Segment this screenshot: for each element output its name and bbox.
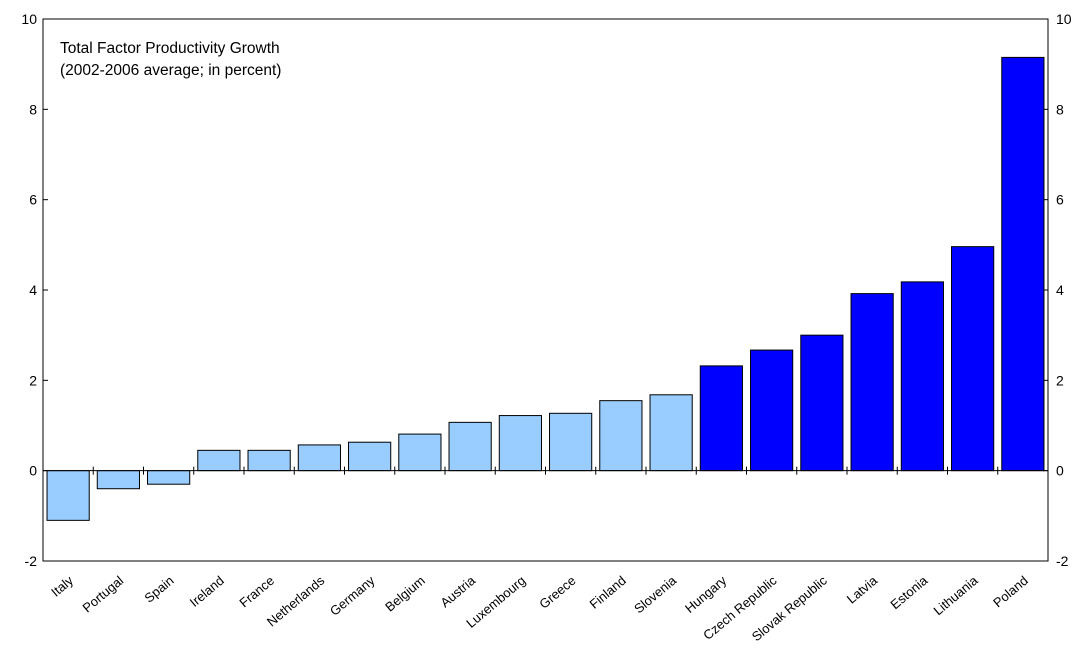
bar-portugal: [96, 470, 140, 490]
bar-lithuania: [951, 246, 995, 472]
x-category-label: Estonia: [887, 572, 930, 612]
y-tick-label-right: 4: [1056, 282, 1064, 298]
bar-ireland: [197, 449, 241, 472]
bar-france: [247, 449, 291, 472]
x-category-label: Ireland: [187, 573, 227, 610]
x-category-label: Germany: [327, 572, 378, 618]
x-category-label: Slovenia: [631, 572, 679, 616]
y-tick-label-right: -2: [1056, 553, 1069, 569]
y-tick-label-left: 8: [29, 101, 37, 117]
axis-ticks: -2 -2 0 0 2 2 4 4 6 6 8 8 10 10: [21, 11, 1071, 569]
bar-austria: [448, 421, 492, 472]
bar-netherlands: [297, 444, 341, 472]
x-category-label: Belgium: [382, 573, 428, 615]
plot-frame: [42, 18, 1049, 562]
y-tick-label-right: 2: [1056, 372, 1064, 388]
x-category-label: Poland: [990, 573, 1031, 611]
bar-spain: [147, 470, 191, 485]
bar-poland: [1001, 56, 1045, 472]
y-tick-label-left: 2: [29, 372, 37, 388]
x-category-label: Austria: [437, 572, 478, 610]
chart-subtitle: (2002-2006 average; in percent): [60, 62, 281, 79]
bar-finland: [599, 400, 643, 472]
bar-belgium: [398, 433, 442, 472]
category-labels: Italy Portugal Spain Ireland FranceNetherlan…: [48, 572, 1031, 644]
y-tick-label-left: 0: [29, 463, 37, 479]
bar-slovenia: [649, 394, 693, 472]
y-tick-label-right: 10: [1056, 11, 1072, 27]
y-tick-label-left: 10: [21, 11, 37, 27]
y-tick-label-right: 6: [1056, 192, 1064, 208]
bar-hungary: [699, 365, 743, 472]
bar-czech-republic: [750, 349, 794, 472]
x-category-label: Hungary: [682, 572, 730, 615]
x-category-label: Portugal: [80, 573, 127, 616]
y-tick-label-right: 8: [1056, 101, 1064, 117]
y-tick-label-left: -2: [25, 553, 38, 569]
x-category-label: Lithuania: [930, 572, 981, 618]
x-category-label: Italy: [48, 572, 76, 599]
y-tick-label-left: 6: [29, 192, 37, 208]
bar-estonia: [900, 281, 944, 472]
x-category-label: Latvia: [844, 572, 881, 606]
bar-luxembourg: [498, 415, 542, 472]
bars: [46, 56, 1045, 521]
bar-greece: [549, 412, 593, 472]
x-category-label: Finland: [586, 573, 628, 612]
bar-slovak-republic: [800, 334, 844, 472]
y-tick-label-left: 4: [29, 282, 37, 298]
bar-italy: [46, 470, 90, 521]
y-tick-label-right: 0: [1056, 463, 1064, 479]
bar-latvia: [850, 293, 894, 472]
x-category-label: France: [236, 573, 277, 611]
chart-title: Total Factor Productivity Growth: [60, 40, 280, 57]
x-category-label: Spain: [141, 573, 176, 606]
bar-germany: [348, 441, 392, 472]
x-category-label: Greece: [536, 573, 578, 612]
